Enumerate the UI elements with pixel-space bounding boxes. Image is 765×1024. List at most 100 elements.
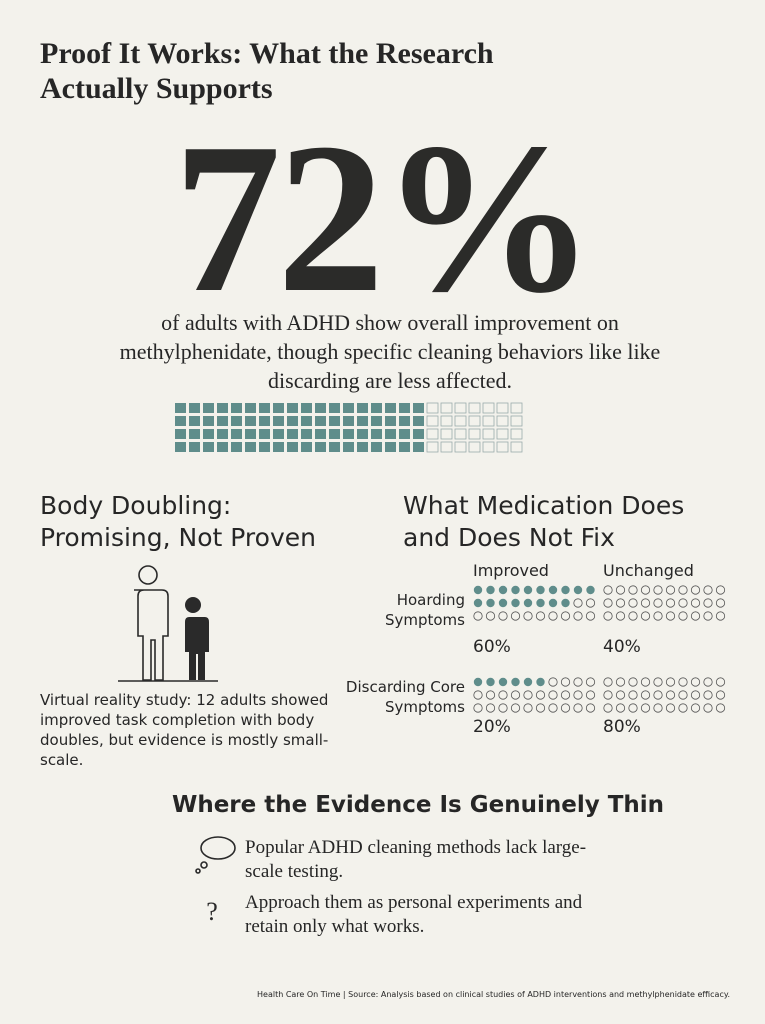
waffle-square bbox=[468, 428, 481, 440]
dot bbox=[473, 703, 483, 713]
dot bbox=[498, 703, 508, 713]
waffle-square bbox=[189, 429, 200, 439]
dot bbox=[678, 585, 688, 595]
waffle-square bbox=[231, 429, 242, 439]
row-label: Discarding Core Symptoms bbox=[345, 678, 465, 716]
thought-icon bbox=[195, 836, 236, 874]
waffle-square bbox=[510, 428, 523, 440]
dot bbox=[628, 703, 638, 713]
waffle-square bbox=[468, 402, 481, 414]
waffle-square bbox=[203, 403, 214, 413]
waffle-square bbox=[440, 441, 453, 453]
dot bbox=[678, 677, 688, 687]
waffle-square bbox=[287, 403, 298, 413]
waffle-square bbox=[301, 403, 312, 413]
dot bbox=[715, 611, 726, 621]
waffle-square bbox=[496, 428, 509, 440]
waffle-square bbox=[385, 416, 396, 426]
dot bbox=[485, 611, 496, 621]
waffle-square bbox=[357, 416, 368, 426]
dot bbox=[615, 611, 626, 621]
column-label: Improved bbox=[473, 561, 549, 580]
dot bbox=[653, 690, 663, 700]
dot bbox=[585, 703, 596, 713]
waffle-square bbox=[426, 402, 439, 414]
dot bbox=[473, 598, 483, 608]
question-icon: ? bbox=[206, 897, 218, 926]
waffle-square bbox=[231, 403, 242, 413]
waffle-square bbox=[482, 428, 495, 440]
dot bbox=[585, 598, 596, 608]
dot bbox=[640, 585, 651, 595]
dot bbox=[653, 703, 663, 713]
dot bbox=[678, 703, 688, 713]
dot bbox=[715, 677, 726, 687]
waffle-square bbox=[329, 442, 340, 452]
waffle-square bbox=[245, 403, 256, 413]
waffle-square bbox=[343, 442, 354, 452]
waffle-square bbox=[357, 403, 368, 413]
waffle-square bbox=[175, 429, 186, 439]
dot bbox=[560, 703, 571, 713]
dot bbox=[535, 611, 546, 621]
dot bbox=[548, 611, 558, 621]
waffle-square bbox=[301, 416, 312, 426]
dot bbox=[498, 585, 508, 595]
dot bbox=[536, 677, 545, 687]
dot bbox=[603, 611, 613, 621]
waffle-square bbox=[371, 442, 382, 452]
dot bbox=[548, 690, 558, 700]
dot bbox=[703, 598, 713, 608]
waffle-square bbox=[413, 403, 424, 413]
waffle-square bbox=[496, 441, 509, 453]
waffle-square bbox=[273, 442, 284, 452]
waffle-square bbox=[440, 428, 453, 440]
waffle-square bbox=[259, 429, 270, 439]
dot bbox=[615, 677, 626, 687]
dot bbox=[603, 703, 613, 713]
dot bbox=[665, 690, 676, 700]
dot bbox=[573, 585, 583, 595]
waffle-square bbox=[426, 415, 439, 427]
waffle-square bbox=[189, 403, 200, 413]
dot bbox=[523, 703, 533, 713]
waffle-square bbox=[189, 442, 200, 452]
waffle-square bbox=[468, 441, 481, 453]
title: Proof It Works: What the Research Actual… bbox=[40, 37, 494, 105]
dot bbox=[523, 585, 533, 595]
headline-text: of adults with ADHD show overall improve… bbox=[119, 310, 661, 393]
waffle-square bbox=[468, 415, 481, 427]
waffle-square bbox=[231, 416, 242, 426]
dot bbox=[653, 585, 663, 595]
percent-label: 20% bbox=[473, 717, 511, 737]
dot bbox=[511, 598, 520, 608]
dot bbox=[628, 611, 638, 621]
dot bbox=[653, 611, 663, 621]
waffle-square bbox=[301, 442, 312, 452]
dot bbox=[473, 585, 483, 595]
dot bbox=[603, 690, 613, 700]
waffle-square bbox=[329, 403, 340, 413]
dot bbox=[585, 611, 596, 621]
dot bbox=[573, 703, 583, 713]
dot bbox=[573, 690, 583, 700]
dot bbox=[653, 677, 663, 687]
waffle-square bbox=[273, 416, 284, 426]
dot bbox=[703, 677, 713, 687]
footer: Health Care On Time | Source: Analysis b… bbox=[257, 990, 730, 999]
waffle-square bbox=[287, 416, 298, 426]
percent-label: 60% bbox=[473, 637, 511, 657]
waffle-square bbox=[245, 429, 256, 439]
section-title: Where the Evidence Is Genuinely Thin bbox=[171, 792, 665, 818]
dot bbox=[678, 690, 688, 700]
dot bbox=[678, 598, 688, 608]
waffle-square bbox=[399, 429, 410, 439]
dot bbox=[665, 598, 676, 608]
section-title: Body Doubling: Promising, Not Proven bbox=[40, 491, 316, 552]
dot bbox=[628, 598, 638, 608]
waffle-square bbox=[440, 415, 453, 427]
dot bbox=[703, 611, 713, 621]
dot bbox=[560, 690, 571, 700]
section-title: What Medication Does and Does Not Fix bbox=[403, 491, 685, 552]
dot bbox=[510, 703, 521, 713]
